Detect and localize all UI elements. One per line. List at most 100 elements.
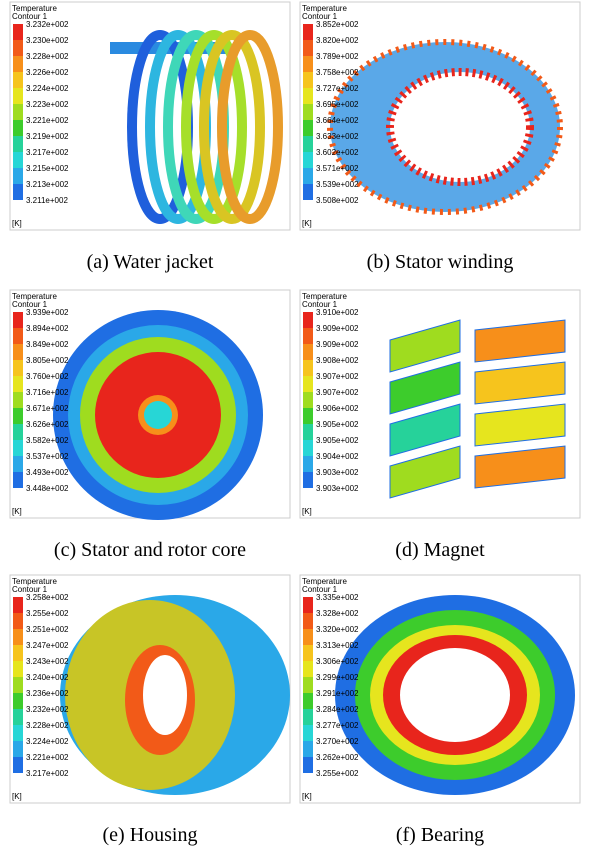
legend-swatch (13, 456, 23, 472)
caption: (a) Water jacket (87, 251, 214, 273)
legend-label: 3.903e+002 (316, 484, 359, 493)
legend-label: 3.228e+002 (26, 52, 69, 61)
legend-label: 3.602e+002 (316, 148, 359, 157)
legend-swatch (13, 136, 23, 152)
legend-swatch (13, 72, 23, 88)
legend-swatch (13, 120, 23, 136)
legend-label: 3.291e+002 (316, 689, 359, 698)
legend-swatch (303, 709, 313, 725)
legend-unit: [K] (302, 792, 312, 801)
legend-label: 3.537e+002 (26, 452, 69, 461)
legend-swatch (13, 661, 23, 677)
legend-label: 3.905e+002 (316, 436, 359, 445)
legend-label: 3.236e+002 (26, 689, 69, 698)
legend-swatch (13, 40, 23, 56)
legend-swatch (303, 72, 313, 88)
legend-label: 3.789e+002 (316, 52, 359, 61)
legend-swatch (13, 424, 23, 440)
legend-unit: [K] (302, 219, 312, 228)
legend-label: 3.226e+002 (26, 68, 69, 77)
legend-swatch (303, 645, 313, 661)
panel: TemperatureContour 13.258e+0023.255e+002… (10, 575, 290, 803)
legend-label: 3.255e+002 (316, 769, 359, 778)
legend-label: 3.907e+002 (316, 372, 359, 381)
legend-label: 3.571e+002 (316, 164, 359, 173)
legend-swatch (303, 40, 313, 56)
legend-label: 3.758e+002 (316, 68, 359, 77)
legend-swatch (13, 597, 23, 613)
legend-label: 3.243e+002 (26, 657, 69, 666)
legend-swatch (13, 312, 23, 328)
legend-unit: [K] (12, 792, 22, 801)
legend-swatch (13, 741, 23, 757)
legend-swatch (13, 725, 23, 741)
legend-swatch (303, 725, 313, 741)
caption: (c) Stator and rotor core (54, 539, 246, 561)
legend-swatch (13, 677, 23, 693)
legend-swatch (13, 56, 23, 72)
legend-swatch (303, 629, 313, 645)
legend-label: 3.217e+002 (26, 769, 69, 778)
legend-label: 3.284e+002 (316, 705, 359, 714)
legend-label: 3.939e+002 (26, 308, 69, 317)
legend-swatch (13, 104, 23, 120)
legend-swatch (303, 392, 313, 408)
core (144, 401, 172, 429)
legend-swatch (303, 661, 313, 677)
legend-swatch (13, 613, 23, 629)
legend-label: 3.508e+002 (316, 196, 359, 205)
legend-swatch (13, 344, 23, 360)
legend-label: 3.664e+002 (316, 116, 359, 125)
legend-label: 3.306e+002 (316, 657, 359, 666)
legend-label: 3.903e+002 (316, 468, 359, 477)
legend-swatch (303, 120, 313, 136)
legend-swatch (303, 472, 313, 488)
legend-swatch (303, 152, 313, 168)
legend-label: 3.633e+002 (316, 132, 359, 141)
legend-label: 3.223e+002 (26, 100, 69, 109)
legend-label: 3.215e+002 (26, 164, 69, 173)
legend-swatch (13, 24, 23, 40)
legend-swatch (303, 312, 313, 328)
legend-swatch (303, 24, 313, 40)
legend-label: 3.905e+002 (316, 420, 359, 429)
legend-label: 3.493e+002 (26, 468, 69, 477)
legend-label: 3.313e+002 (316, 641, 359, 650)
legend-swatch (303, 168, 313, 184)
legend-unit: [K] (12, 507, 22, 516)
legend-label: 3.232e+002 (26, 20, 69, 29)
legend-label: 3.228e+002 (26, 721, 69, 730)
legend-label: 3.909e+002 (316, 340, 359, 349)
legend-label: 3.820e+002 (316, 36, 359, 45)
legend-swatch (303, 597, 313, 613)
legend-swatch (303, 677, 313, 693)
legend-swatch (303, 104, 313, 120)
legend-swatch (13, 757, 23, 773)
legend-swatch (303, 613, 313, 629)
legend-swatch (13, 709, 23, 725)
legend-label: 3.805e+002 (26, 356, 69, 365)
legend-swatch (303, 184, 313, 200)
legend-swatch (13, 328, 23, 344)
bore (390, 72, 530, 182)
legend-swatch (303, 328, 313, 344)
legend-swatch (303, 344, 313, 360)
legend-label: 3.849e+002 (26, 340, 69, 349)
legend-label: 3.909e+002 (316, 324, 359, 333)
legend-label: 3.232e+002 (26, 705, 69, 714)
legend-swatch (13, 360, 23, 376)
legend-label: 3.258e+002 (26, 593, 69, 602)
legend-label: 3.716e+002 (26, 388, 69, 397)
legend-label: 3.211e+002 (26, 196, 68, 205)
legend-swatch (13, 629, 23, 645)
panel: TemperatureContour 13.910e+0023.909e+002… (300, 290, 580, 518)
legend-label: 3.906e+002 (316, 404, 359, 413)
legend-swatch (303, 424, 313, 440)
legend-label: 3.320e+002 (316, 625, 359, 634)
hole (143, 655, 187, 735)
legend-label: 3.224e+002 (26, 737, 69, 746)
legend-swatch (13, 184, 23, 200)
legend-label: 3.904e+002 (316, 452, 359, 461)
legend-label: 3.277e+002 (316, 721, 359, 730)
legend-label: 3.219e+002 (26, 132, 69, 141)
